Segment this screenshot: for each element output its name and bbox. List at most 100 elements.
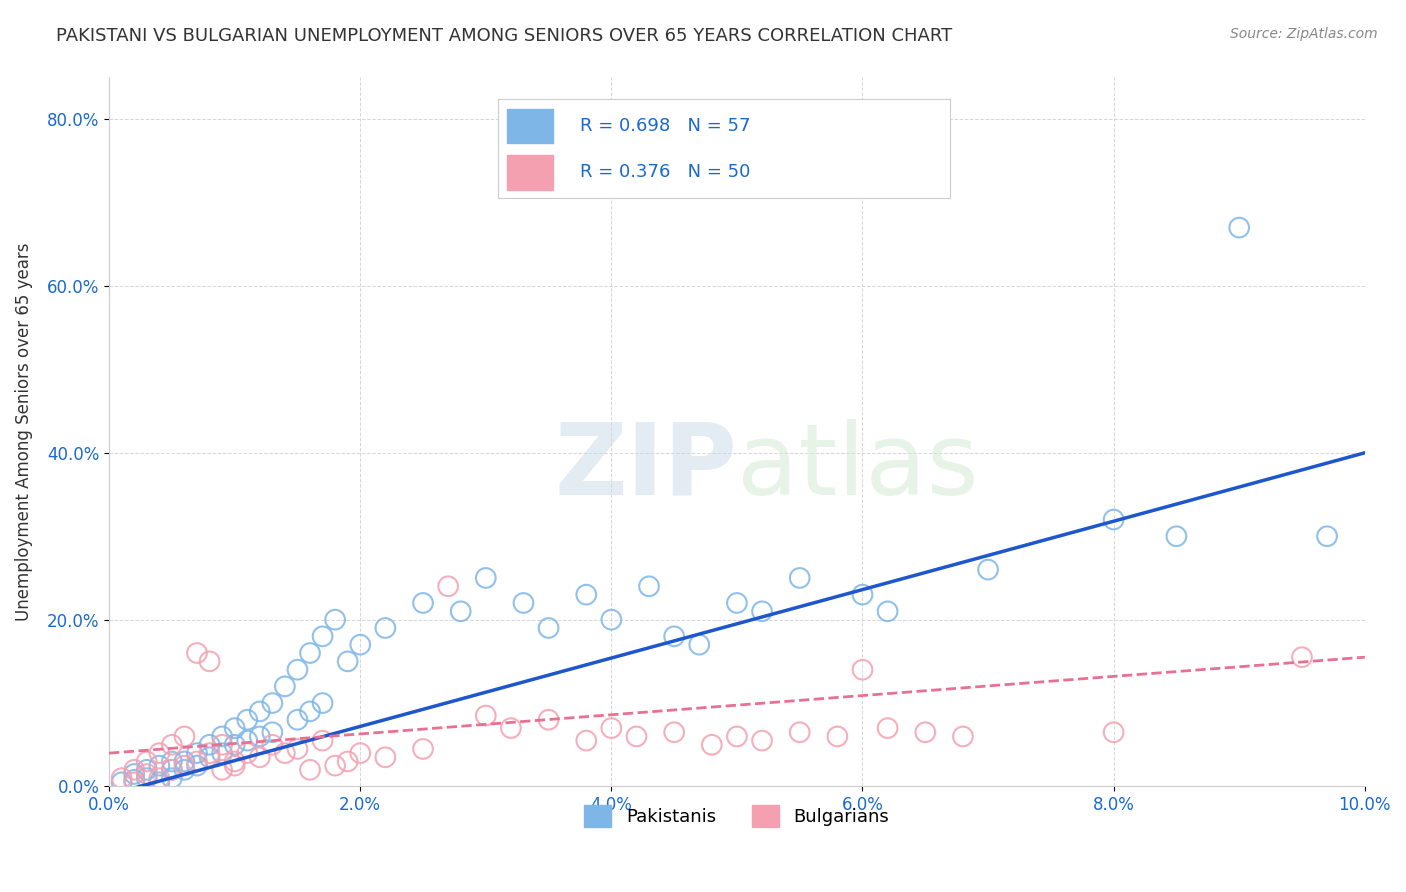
Point (725, 730, 748, 744)
Point (287, 742, 309, 756)
Point (111, 771, 134, 785)
Point (148, 775, 170, 789)
Point (287, 663, 309, 677)
Point (1227, 220, 1250, 235)
Point (751, 604, 773, 618)
Point (274, 679, 297, 693)
Point (236, 733, 259, 747)
Point (111, 775, 134, 789)
Point (374, 621, 396, 635)
Point (262, 725, 284, 739)
Point (626, 730, 648, 744)
Point (349, 746, 371, 760)
Point (262, 696, 284, 710)
Point (412, 742, 434, 756)
Point (914, 725, 936, 739)
Point (311, 733, 333, 747)
Point (700, 738, 723, 752)
Point (475, 708, 498, 723)
Point (198, 738, 221, 752)
Point (725, 596, 748, 610)
Point (311, 629, 333, 643)
Point (173, 758, 195, 772)
Point (160, 763, 183, 777)
Point (249, 730, 271, 744)
Point (211, 763, 233, 777)
Point (122, 772, 145, 787)
Point (148, 746, 170, 760)
Point (173, 763, 195, 777)
Point (186, 646, 208, 660)
Point (336, 755, 359, 769)
Point (575, 733, 598, 747)
Point (249, 705, 271, 719)
Point (160, 771, 183, 785)
Point (236, 746, 259, 760)
Point (751, 733, 773, 747)
Point (688, 638, 710, 652)
Point (211, 738, 233, 752)
Point (1102, 725, 1125, 739)
Point (198, 654, 221, 668)
Point (600, 721, 623, 735)
Point (374, 750, 396, 764)
Point (135, 763, 157, 777)
Point (173, 755, 195, 769)
Point (1166, 529, 1188, 543)
Point (224, 721, 246, 735)
Point (298, 705, 321, 719)
Point (575, 588, 598, 602)
Y-axis label: Unemployment Among Seniors over 65 years: Unemployment Among Seniors over 65 years (15, 243, 32, 621)
Text: atlas: atlas (737, 419, 979, 516)
Point (336, 654, 359, 668)
Point (1316, 529, 1339, 543)
Text: ZIP: ZIP (554, 419, 737, 516)
Point (851, 588, 873, 602)
Point (298, 763, 321, 777)
Point (224, 738, 246, 752)
Point (851, 663, 873, 677)
Point (638, 579, 661, 593)
Point (323, 758, 346, 772)
Point (789, 725, 811, 739)
Point (450, 604, 472, 618)
Point (135, 755, 157, 769)
Point (148, 758, 170, 772)
Point (1102, 512, 1125, 526)
Point (211, 746, 233, 760)
Point (186, 755, 208, 769)
Point (122, 775, 145, 789)
Point (952, 730, 974, 744)
Point (298, 646, 321, 660)
Point (537, 713, 560, 727)
Point (437, 579, 460, 593)
Point (211, 730, 233, 744)
Point (512, 596, 534, 610)
Point (160, 755, 183, 769)
Point (311, 696, 333, 710)
Point (876, 604, 898, 618)
Text: PAKISTANI VS BULGARIAN UNEMPLOYMENT AMONG SENIORS OVER 65 YEARS CORRELATION CHAR: PAKISTANI VS BULGARIAN UNEMPLOYMENT AMON… (56, 27, 952, 45)
Point (499, 721, 522, 735)
Legend: Pakistanis, Bulgarians: Pakistanis, Bulgarians (578, 797, 897, 834)
Point (1291, 650, 1313, 665)
Point (274, 746, 297, 760)
Point (827, 730, 849, 744)
Point (662, 629, 685, 643)
Point (186, 746, 208, 760)
Point (135, 771, 157, 785)
Point (198, 750, 221, 764)
Point (224, 758, 246, 772)
Point (475, 571, 498, 585)
Point (537, 621, 560, 635)
Point (249, 750, 271, 764)
Point (148, 771, 170, 785)
Text: Source: ZipAtlas.com: Source: ZipAtlas.com (1230, 27, 1378, 41)
Point (122, 763, 145, 777)
Point (122, 767, 145, 781)
Point (198, 746, 221, 760)
Point (287, 713, 309, 727)
Point (662, 725, 685, 739)
Point (186, 758, 208, 772)
Point (135, 767, 157, 781)
